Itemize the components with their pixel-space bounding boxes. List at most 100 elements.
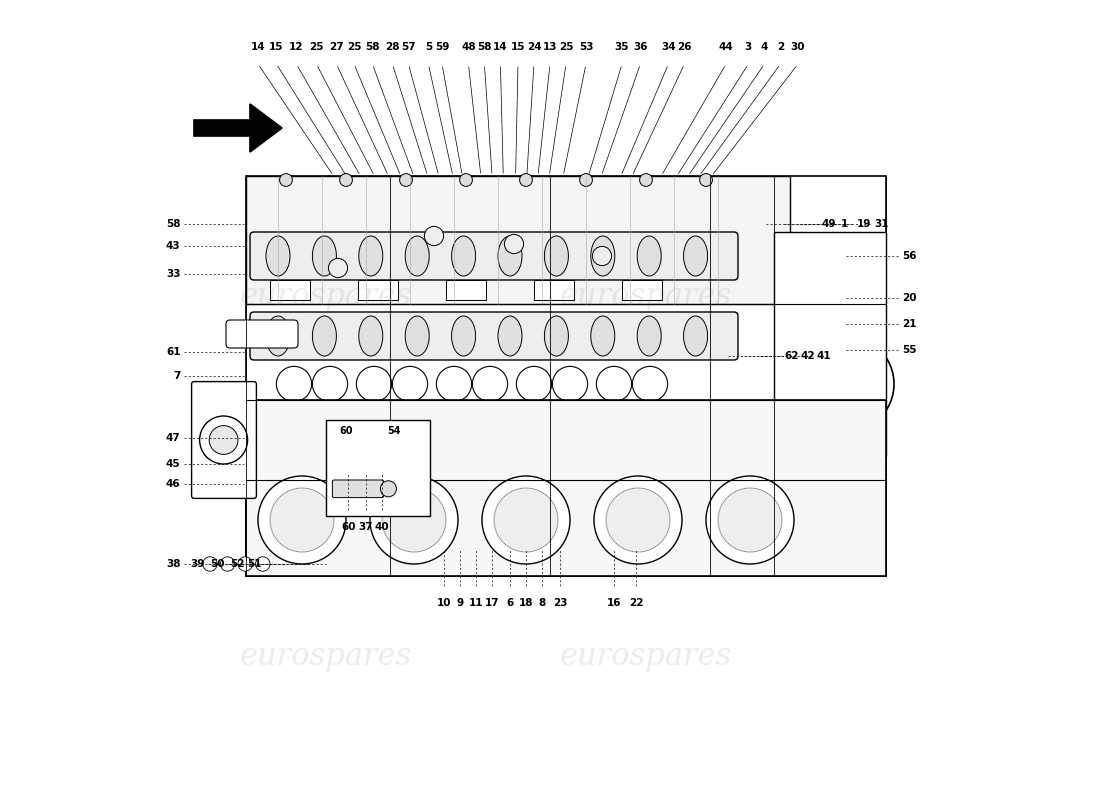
Text: 38: 38: [166, 559, 180, 569]
Circle shape: [596, 366, 631, 402]
Circle shape: [276, 366, 311, 402]
Text: 36: 36: [634, 42, 648, 52]
Text: 48: 48: [461, 42, 475, 52]
Circle shape: [220, 557, 234, 571]
Text: 13: 13: [542, 42, 558, 52]
Text: 15: 15: [270, 42, 284, 52]
Text: 45: 45: [166, 459, 180, 469]
Bar: [534, 280, 574, 300]
Ellipse shape: [359, 316, 383, 356]
Circle shape: [593, 246, 612, 266]
Ellipse shape: [498, 236, 522, 276]
FancyBboxPatch shape: [226, 320, 298, 348]
Circle shape: [460, 174, 472, 186]
Ellipse shape: [637, 316, 661, 356]
Circle shape: [356, 366, 392, 402]
Text: 23: 23: [553, 598, 568, 608]
Circle shape: [209, 426, 238, 454]
Bar: [774, 232, 886, 456]
Circle shape: [472, 366, 507, 402]
Circle shape: [312, 366, 348, 402]
Text: 8: 8: [538, 598, 546, 608]
Text: 28: 28: [385, 42, 399, 52]
Bar: [270, 280, 310, 300]
Text: 31: 31: [874, 219, 889, 229]
Text: 21: 21: [902, 319, 916, 329]
Ellipse shape: [312, 236, 337, 276]
Text: 22: 22: [629, 598, 644, 608]
Circle shape: [258, 476, 346, 564]
Circle shape: [425, 226, 443, 246]
Text: 30: 30: [791, 42, 805, 52]
Circle shape: [718, 488, 782, 552]
Text: 53: 53: [579, 42, 593, 52]
Circle shape: [482, 476, 570, 564]
Text: 15: 15: [510, 42, 526, 52]
FancyBboxPatch shape: [250, 312, 738, 360]
Text: 26: 26: [678, 42, 692, 52]
Text: 49: 49: [822, 219, 836, 229]
FancyBboxPatch shape: [332, 480, 384, 498]
Circle shape: [700, 174, 713, 186]
Ellipse shape: [266, 236, 290, 276]
Text: 34: 34: [661, 42, 675, 52]
Ellipse shape: [452, 316, 475, 356]
Text: eurospares: eurospares: [560, 281, 733, 311]
Text: 50: 50: [210, 559, 224, 569]
Bar: [358, 280, 398, 300]
Circle shape: [238, 557, 252, 571]
Text: 43: 43: [166, 241, 180, 250]
Ellipse shape: [359, 236, 383, 276]
Text: 39: 39: [190, 559, 205, 569]
Circle shape: [255, 557, 270, 571]
Text: 40: 40: [375, 522, 389, 532]
Text: eurospares: eurospares: [240, 641, 412, 671]
Circle shape: [632, 366, 668, 402]
Bar: [246, 400, 886, 576]
Ellipse shape: [312, 316, 337, 356]
Text: 60: 60: [341, 522, 355, 532]
Circle shape: [340, 174, 352, 186]
Circle shape: [606, 488, 670, 552]
Text: 4: 4: [761, 42, 768, 52]
Text: 51: 51: [248, 559, 262, 569]
Circle shape: [798, 336, 894, 432]
Circle shape: [202, 557, 217, 571]
Text: 6: 6: [506, 598, 514, 608]
Ellipse shape: [591, 316, 615, 356]
Text: 19: 19: [857, 219, 871, 229]
Text: 55: 55: [902, 346, 916, 355]
Text: 54: 54: [387, 426, 400, 436]
Text: eurospares: eurospares: [240, 281, 412, 311]
Text: 7: 7: [173, 371, 180, 381]
Circle shape: [814, 352, 878, 416]
Ellipse shape: [591, 236, 615, 276]
Text: 1: 1: [840, 219, 848, 229]
Text: 56: 56: [902, 251, 916, 261]
Ellipse shape: [405, 236, 429, 276]
Ellipse shape: [683, 316, 707, 356]
Text: 10: 10: [437, 598, 452, 608]
Text: 58: 58: [166, 219, 180, 229]
Bar: [246, 176, 790, 304]
Text: 27: 27: [329, 42, 343, 52]
Circle shape: [382, 488, 446, 552]
Ellipse shape: [498, 316, 522, 356]
Text: eurospares: eurospares: [560, 641, 733, 671]
Text: 14: 14: [251, 42, 265, 52]
Text: 14: 14: [493, 42, 508, 52]
Text: 44: 44: [718, 42, 734, 52]
FancyBboxPatch shape: [191, 382, 256, 498]
Circle shape: [639, 174, 652, 186]
Text: 52: 52: [230, 559, 244, 569]
Bar: [446, 280, 486, 300]
Text: 25: 25: [309, 42, 323, 52]
Text: 18: 18: [519, 598, 534, 608]
FancyBboxPatch shape: [250, 232, 738, 280]
Ellipse shape: [683, 236, 707, 276]
Text: 59: 59: [434, 42, 449, 52]
Circle shape: [370, 476, 458, 564]
Text: 11: 11: [469, 598, 484, 608]
Ellipse shape: [544, 236, 569, 276]
Circle shape: [706, 476, 794, 564]
